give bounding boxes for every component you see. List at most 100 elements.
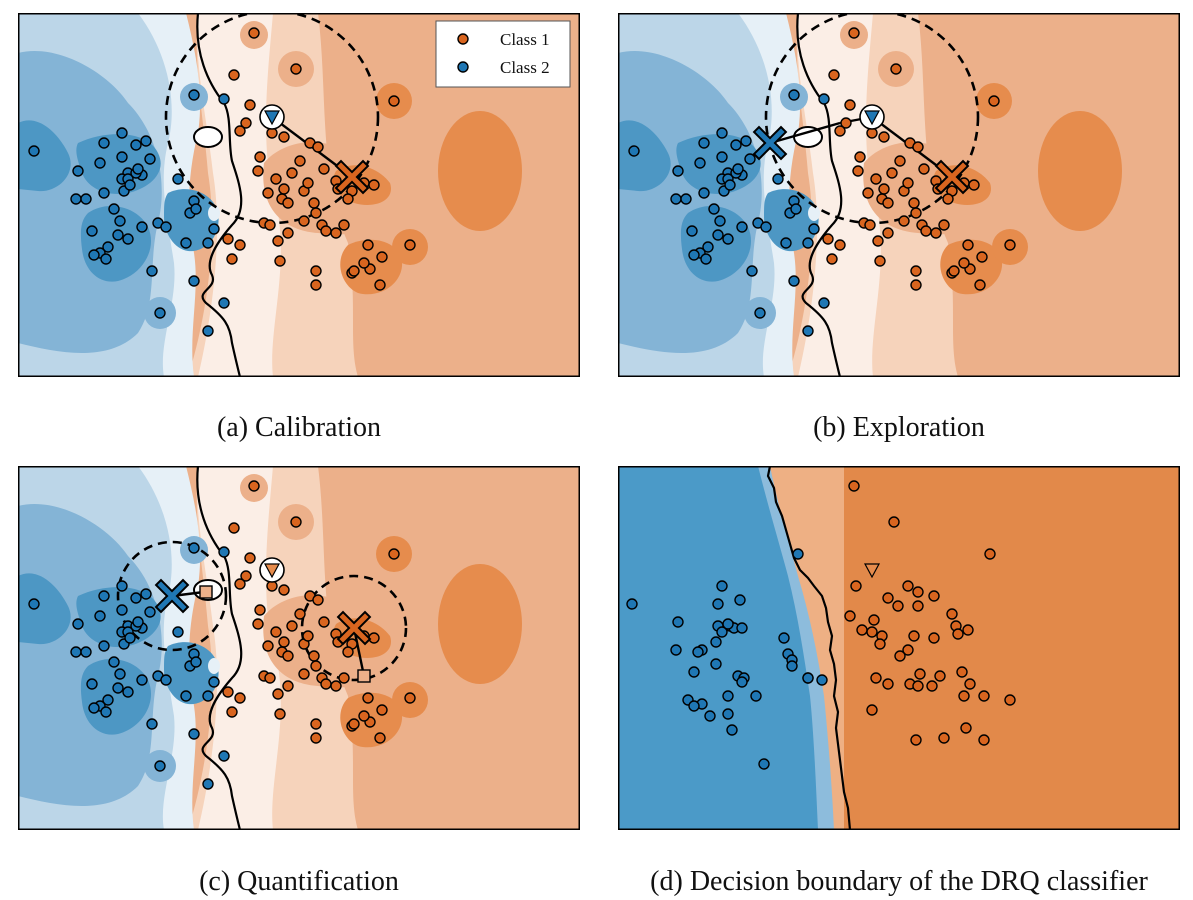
class1-point xyxy=(988,95,1000,107)
class2-point xyxy=(70,646,82,658)
transport-line xyxy=(769,121,841,145)
class1-point xyxy=(270,173,282,185)
prototype-cross xyxy=(752,125,788,161)
legend-class1-marker xyxy=(457,33,469,45)
caption-exploration: (b) Exploration xyxy=(813,412,985,443)
class2-point xyxy=(146,265,158,277)
class1-point xyxy=(882,197,894,209)
class2-point xyxy=(750,690,762,702)
class1-point xyxy=(844,610,856,622)
class2-point xyxy=(778,632,790,644)
class1-point xyxy=(912,600,924,612)
class1-point xyxy=(866,704,878,716)
class2-points xyxy=(626,548,828,770)
plot-frame xyxy=(618,13,1180,377)
class1-point xyxy=(928,632,940,644)
class2-point xyxy=(802,672,814,684)
class1-point xyxy=(298,668,310,680)
class1-point xyxy=(882,227,894,239)
class1-point xyxy=(864,219,876,231)
class1-point xyxy=(248,27,260,39)
class1-point xyxy=(866,626,878,638)
class1-point xyxy=(938,219,950,231)
region-class2 xyxy=(618,466,818,830)
class1-point xyxy=(248,480,260,492)
class1-point xyxy=(978,734,990,746)
class2-point xyxy=(124,179,136,191)
class1-point xyxy=(274,255,286,267)
prototype-cross xyxy=(934,159,970,195)
boundary-island xyxy=(193,126,223,148)
class1-point xyxy=(294,155,306,167)
class2-point xyxy=(722,708,734,720)
class2-point xyxy=(698,187,710,199)
class1-point xyxy=(854,151,866,163)
class2-point xyxy=(716,580,728,592)
class1-point xyxy=(912,586,924,598)
class1-point xyxy=(908,197,920,209)
plot-canvas xyxy=(618,13,1180,377)
class2-point xyxy=(736,221,748,233)
class1-point xyxy=(910,207,922,219)
class2-point xyxy=(100,706,112,718)
class1-point xyxy=(898,215,910,227)
class2-point xyxy=(72,165,84,177)
class1-point xyxy=(312,141,324,153)
class1-point xyxy=(856,624,868,636)
test-point-triangle xyxy=(263,110,281,126)
class2-point xyxy=(760,221,772,233)
class2-point xyxy=(114,668,126,680)
class2-point xyxy=(130,592,142,604)
class2-point xyxy=(816,674,828,686)
class1-point xyxy=(262,187,274,199)
class1-point xyxy=(868,614,880,626)
class1-point xyxy=(912,680,924,692)
decision-background xyxy=(618,466,1180,830)
class1-point xyxy=(964,678,976,690)
class2-point xyxy=(218,546,230,558)
class1-point xyxy=(298,215,310,227)
class2-point xyxy=(670,644,682,656)
class2-point xyxy=(112,682,124,694)
class1-point xyxy=(404,239,416,251)
class1-point xyxy=(274,708,286,720)
plot-canvas xyxy=(18,466,580,830)
class1-point xyxy=(960,722,972,734)
class2-point xyxy=(736,676,748,688)
class1-point xyxy=(878,183,890,195)
class2-point xyxy=(188,89,200,101)
class1-point xyxy=(252,165,264,177)
class2-point xyxy=(88,702,100,714)
class2-point xyxy=(808,223,820,235)
class2-point xyxy=(28,145,40,157)
class1-point xyxy=(952,628,964,640)
class1-point xyxy=(234,692,246,704)
class2-point xyxy=(716,127,728,139)
class1-point xyxy=(822,233,834,245)
class1-point xyxy=(894,155,906,167)
class1-point xyxy=(388,95,400,107)
class2-point xyxy=(218,750,230,762)
class2-point xyxy=(94,157,106,169)
class1-point xyxy=(902,177,914,189)
class2-point xyxy=(698,137,710,149)
class1-point xyxy=(872,235,884,247)
class1-point xyxy=(374,732,386,744)
region-class2-dark xyxy=(18,120,71,192)
region-class1-lightest xyxy=(197,13,281,377)
legend-class1-label: Class 1 xyxy=(500,30,550,49)
class1-point xyxy=(974,279,986,291)
class1-point xyxy=(320,225,332,237)
class1-point xyxy=(228,522,240,534)
test-point-triangle xyxy=(863,563,881,579)
class1-point xyxy=(888,516,900,528)
region-class1-dark xyxy=(1038,111,1122,231)
class2-point xyxy=(172,173,184,185)
class1-point xyxy=(902,580,914,592)
class2-point xyxy=(780,237,792,249)
class1-point xyxy=(1004,694,1016,706)
class1-point xyxy=(910,734,922,746)
class1-point xyxy=(348,265,360,277)
class2-point xyxy=(188,728,200,740)
prototype-cross xyxy=(334,159,370,195)
